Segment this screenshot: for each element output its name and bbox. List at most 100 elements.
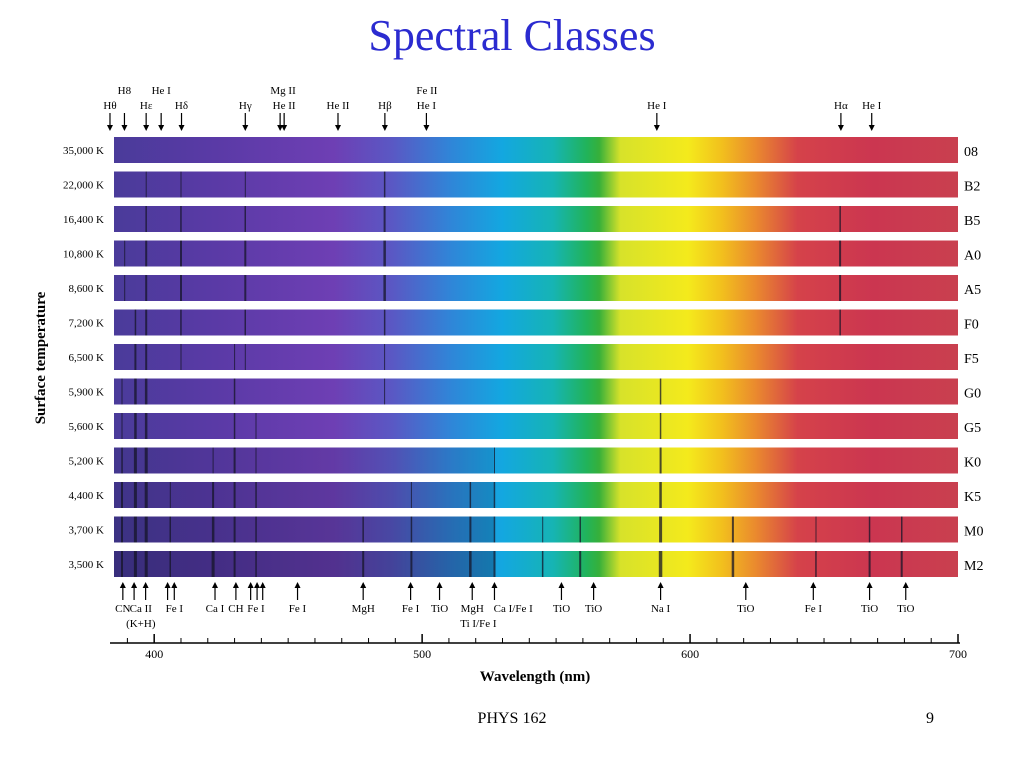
bottom-arrow — [469, 582, 476, 600]
absorption-line — [233, 482, 236, 508]
absorption-line — [900, 551, 903, 577]
top-arrow — [106, 113, 113, 131]
absorption-line — [362, 516, 364, 543]
spectrum-band — [114, 206, 958, 232]
bottom-label-na-i: Na I — [651, 603, 671, 615]
temperature-label: 16,400 K — [63, 214, 104, 226]
spectrum-band — [114, 344, 958, 370]
absorption-line — [233, 378, 236, 405]
bottom-arrow — [259, 582, 266, 600]
spectrum-row-k5: 4,400 K K5 — [69, 482, 981, 508]
spectral-class-label: B2 — [964, 180, 980, 195]
bottom-arrow — [294, 582, 301, 600]
spectrum-shade — [114, 551, 494, 577]
top-arrow — [423, 113, 430, 131]
temperature-label: 6,500 K — [69, 352, 105, 364]
bottom-label-fe-i-b: Fe I — [247, 603, 265, 615]
absorption-line — [144, 482, 148, 508]
absorption-line — [255, 482, 257, 508]
absorption-line — [659, 378, 662, 405]
spectrum-band — [114, 482, 958, 508]
spectrum-band — [114, 551, 958, 577]
absorption-line — [134, 309, 137, 336]
spectral-class-label: F0 — [964, 318, 979, 333]
top-label-h-alpha: Hα — [834, 100, 848, 112]
temperature-label: 5,900 K — [69, 387, 105, 399]
top-arrow — [837, 113, 844, 131]
absorption-line — [211, 516, 215, 543]
temperature-label: 5,200 K — [69, 456, 105, 468]
x-tick-label-500: 500 — [413, 647, 431, 661]
spectra-rows: 35,000 K 08 22,000 K B2 16,400 K B5 10,800 K A0… — [63, 137, 983, 577]
spectrum-shade — [114, 516, 494, 543]
absorption-line — [124, 240, 126, 267]
top-label-he-i-b: He I — [417, 100, 437, 112]
spectrum-row-f5: 6,500 K F5 — [69, 344, 979, 370]
spectrum-band — [114, 516, 958, 543]
footer-course: PHYS 162 — [477, 710, 547, 727]
spectrum-row-08: 35,000 K 08 — [63, 137, 978, 163]
top-line-arrows — [106, 113, 875, 131]
bottom-arrow — [131, 582, 138, 600]
spectral-class-label: A0 — [964, 249, 981, 264]
absorption-line — [383, 240, 386, 267]
absorption-line — [579, 551, 582, 577]
top-label-h-beta: Hβ — [378, 100, 392, 112]
absorption-line — [233, 551, 236, 577]
wavelength-axis: 400 500 600 700 Wavelength (nm) — [110, 634, 967, 685]
y-axis-title-group: Surface temperature — [33, 291, 49, 424]
y-axis-title: Surface temperature — [33, 291, 49, 424]
top-arrow — [868, 113, 875, 131]
top-arrow — [242, 113, 249, 131]
absorption-line — [180, 206, 182, 232]
absorption-line — [383, 206, 386, 232]
absorption-line — [144, 378, 148, 405]
absorption-line — [410, 482, 412, 508]
spectral-class-label: F5 — [964, 352, 979, 367]
absorption-line — [234, 344, 236, 370]
bottom-label-cn: CN — [115, 603, 130, 615]
absorption-line — [145, 206, 147, 232]
bottom-arrow — [119, 582, 126, 600]
spectrum-row-m0: 3,700 K M0 — [69, 516, 983, 543]
bottom-label-tio-f: TiO — [897, 603, 914, 615]
spectrum-row-g5: 5,600 K G5 — [69, 413, 981, 439]
slide-title: Spectral Classes — [368, 11, 656, 60]
absorption-line — [362, 551, 365, 577]
top-arrow — [277, 113, 284, 131]
absorption-line — [212, 482, 215, 508]
top-label-h-theta: Hθ — [103, 100, 116, 112]
spectrum-row-m2: 3,500 K M2 — [69, 551, 983, 577]
bottom-arrow — [558, 582, 565, 600]
absorption-line — [901, 516, 903, 543]
spectrum-row-g0: 5,900 K G0 — [69, 378, 981, 405]
top-label-he-i-d: He I — [862, 100, 882, 112]
temperature-label: 5,600 K — [69, 421, 105, 433]
absorption-line — [211, 551, 215, 577]
bottom-arrow — [902, 582, 909, 600]
spectral-class-label: G5 — [964, 421, 981, 436]
top-arrow — [158, 113, 165, 131]
absorption-line — [255, 551, 257, 577]
bottom-label-tio-c: TiO — [585, 603, 602, 615]
bottom-label-fe-i-a: Fe I — [166, 603, 184, 615]
absorption-line — [493, 551, 496, 577]
spectrum-band — [114, 240, 958, 267]
absorption-line — [839, 275, 842, 301]
absorption-line — [244, 206, 246, 232]
absorption-line — [134, 413, 137, 439]
top-label-h-epsilon: Hε — [140, 100, 153, 112]
temperature-label: 4,400 K — [69, 490, 105, 502]
absorption-line — [180, 171, 182, 198]
spectrum-band — [114, 413, 958, 439]
temperature-label: 35,000 K — [63, 145, 104, 157]
top-arrow — [653, 113, 660, 131]
absorption-line — [383, 275, 386, 301]
x-tick-label-600: 600 — [681, 647, 699, 661]
absorption-line — [383, 171, 386, 198]
bottom-arrow — [407, 582, 414, 600]
bottom-arrow — [247, 582, 254, 600]
bottom-arrow — [254, 582, 261, 600]
absorption-line — [134, 344, 137, 370]
absorption-line — [659, 516, 663, 543]
